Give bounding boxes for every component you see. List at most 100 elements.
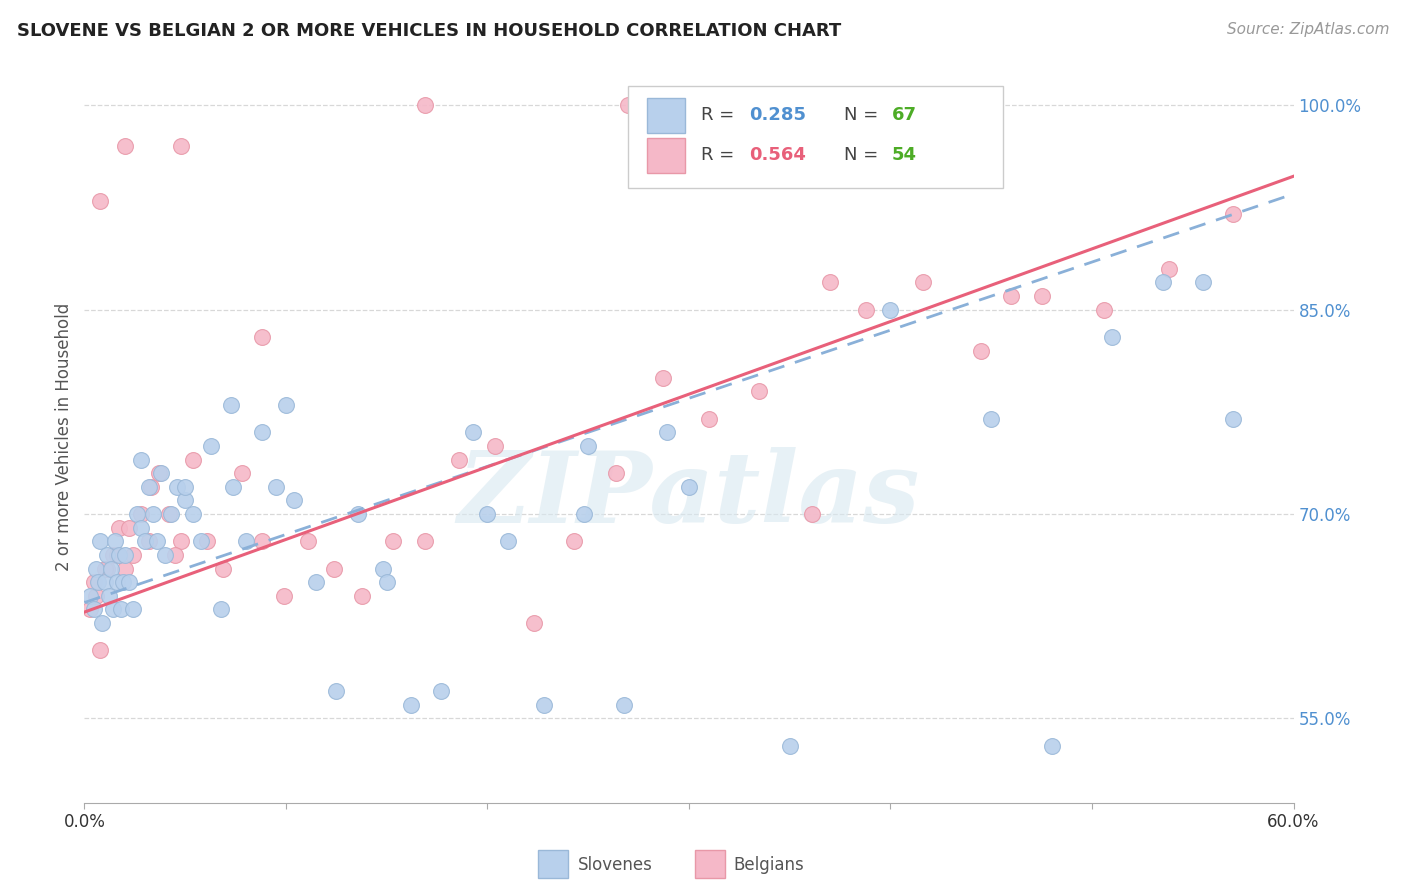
Point	[1000, 289, 1022, 303]
Point	[200, 439, 222, 453]
Point	[129, 521, 152, 535]
Point	[449, 452, 471, 467]
Point	[477, 507, 499, 521]
Point	[413, 534, 436, 549]
Point	[125, 507, 148, 521]
Point	[235, 534, 257, 549]
Point	[129, 507, 152, 521]
Point	[572, 507, 595, 521]
Point	[347, 507, 370, 521]
Point	[779, 739, 801, 753]
Point	[274, 398, 297, 412]
Point	[114, 561, 136, 575]
Point	[496, 534, 519, 549]
FancyBboxPatch shape	[647, 138, 685, 173]
Point	[678, 480, 700, 494]
Point	[371, 561, 394, 575]
Point	[114, 548, 136, 562]
Point	[855, 302, 877, 317]
Text: 67: 67	[891, 106, 917, 124]
FancyBboxPatch shape	[538, 850, 568, 878]
Point	[93, 575, 115, 590]
FancyBboxPatch shape	[695, 850, 725, 878]
Point	[118, 521, 141, 535]
Point	[800, 507, 823, 521]
Point	[181, 452, 204, 467]
Point	[1192, 276, 1215, 290]
Point	[1101, 330, 1123, 344]
Point	[93, 561, 115, 575]
Point	[562, 534, 585, 549]
Point	[83, 602, 105, 616]
Point	[209, 602, 232, 616]
Point	[89, 534, 111, 549]
Point	[83, 575, 105, 590]
Point	[149, 466, 172, 480]
Point	[605, 466, 627, 480]
Point	[139, 480, 162, 494]
Point	[174, 493, 197, 508]
Point	[148, 466, 170, 480]
Text: Belgians: Belgians	[734, 856, 804, 874]
Point	[264, 480, 287, 494]
Point	[166, 480, 188, 494]
Point	[1092, 302, 1115, 317]
Point	[818, 276, 841, 290]
Point	[576, 439, 599, 453]
Point	[107, 548, 129, 562]
Point	[221, 398, 243, 412]
Point	[212, 561, 235, 575]
Point	[157, 507, 180, 521]
Point	[1152, 276, 1174, 290]
Point	[523, 615, 546, 630]
FancyBboxPatch shape	[647, 98, 685, 133]
Point	[748, 384, 770, 399]
Point	[101, 602, 124, 616]
Point	[250, 425, 273, 440]
Point	[129, 452, 152, 467]
Text: Slovenes: Slovenes	[578, 856, 652, 874]
Point	[651, 371, 673, 385]
Point	[104, 534, 127, 549]
Point	[430, 684, 453, 698]
Point	[110, 602, 132, 616]
Point	[121, 602, 143, 616]
Point	[305, 575, 328, 590]
Point	[101, 548, 124, 562]
Point	[160, 507, 183, 521]
Point	[1031, 289, 1053, 303]
Point	[484, 439, 506, 453]
Point	[87, 575, 110, 590]
FancyBboxPatch shape	[628, 86, 1004, 188]
Point	[86, 589, 108, 603]
Point	[96, 548, 118, 562]
Point	[617, 98, 640, 112]
Point	[697, 411, 720, 425]
Text: R =: R =	[702, 106, 740, 124]
Point	[96, 561, 118, 575]
Point	[97, 589, 120, 603]
Text: 0.564: 0.564	[749, 146, 806, 164]
Point	[297, 534, 319, 549]
Point	[879, 302, 901, 317]
Point	[114, 139, 136, 153]
Point	[153, 548, 176, 562]
Point	[970, 343, 993, 358]
Text: ZIPatlas: ZIPatlas	[458, 448, 920, 544]
Point	[170, 139, 193, 153]
Point	[250, 534, 273, 549]
Text: SLOVENE VS BELGIAN 2 OR MORE VEHICLES IN HOUSEHOLD CORRELATION CHART: SLOVENE VS BELGIAN 2 OR MORE VEHICLES IN…	[17, 22, 841, 40]
Point	[170, 534, 193, 549]
Point	[118, 575, 141, 590]
Point	[79, 602, 101, 616]
Point	[231, 466, 253, 480]
Point	[105, 548, 128, 562]
Text: 54: 54	[891, 146, 917, 164]
Point	[1222, 411, 1244, 425]
Point	[138, 534, 160, 549]
Point	[105, 575, 128, 590]
Text: Source: ZipAtlas.com: Source: ZipAtlas.com	[1226, 22, 1389, 37]
Point	[250, 330, 273, 344]
Point	[1157, 261, 1180, 276]
Point	[273, 589, 295, 603]
